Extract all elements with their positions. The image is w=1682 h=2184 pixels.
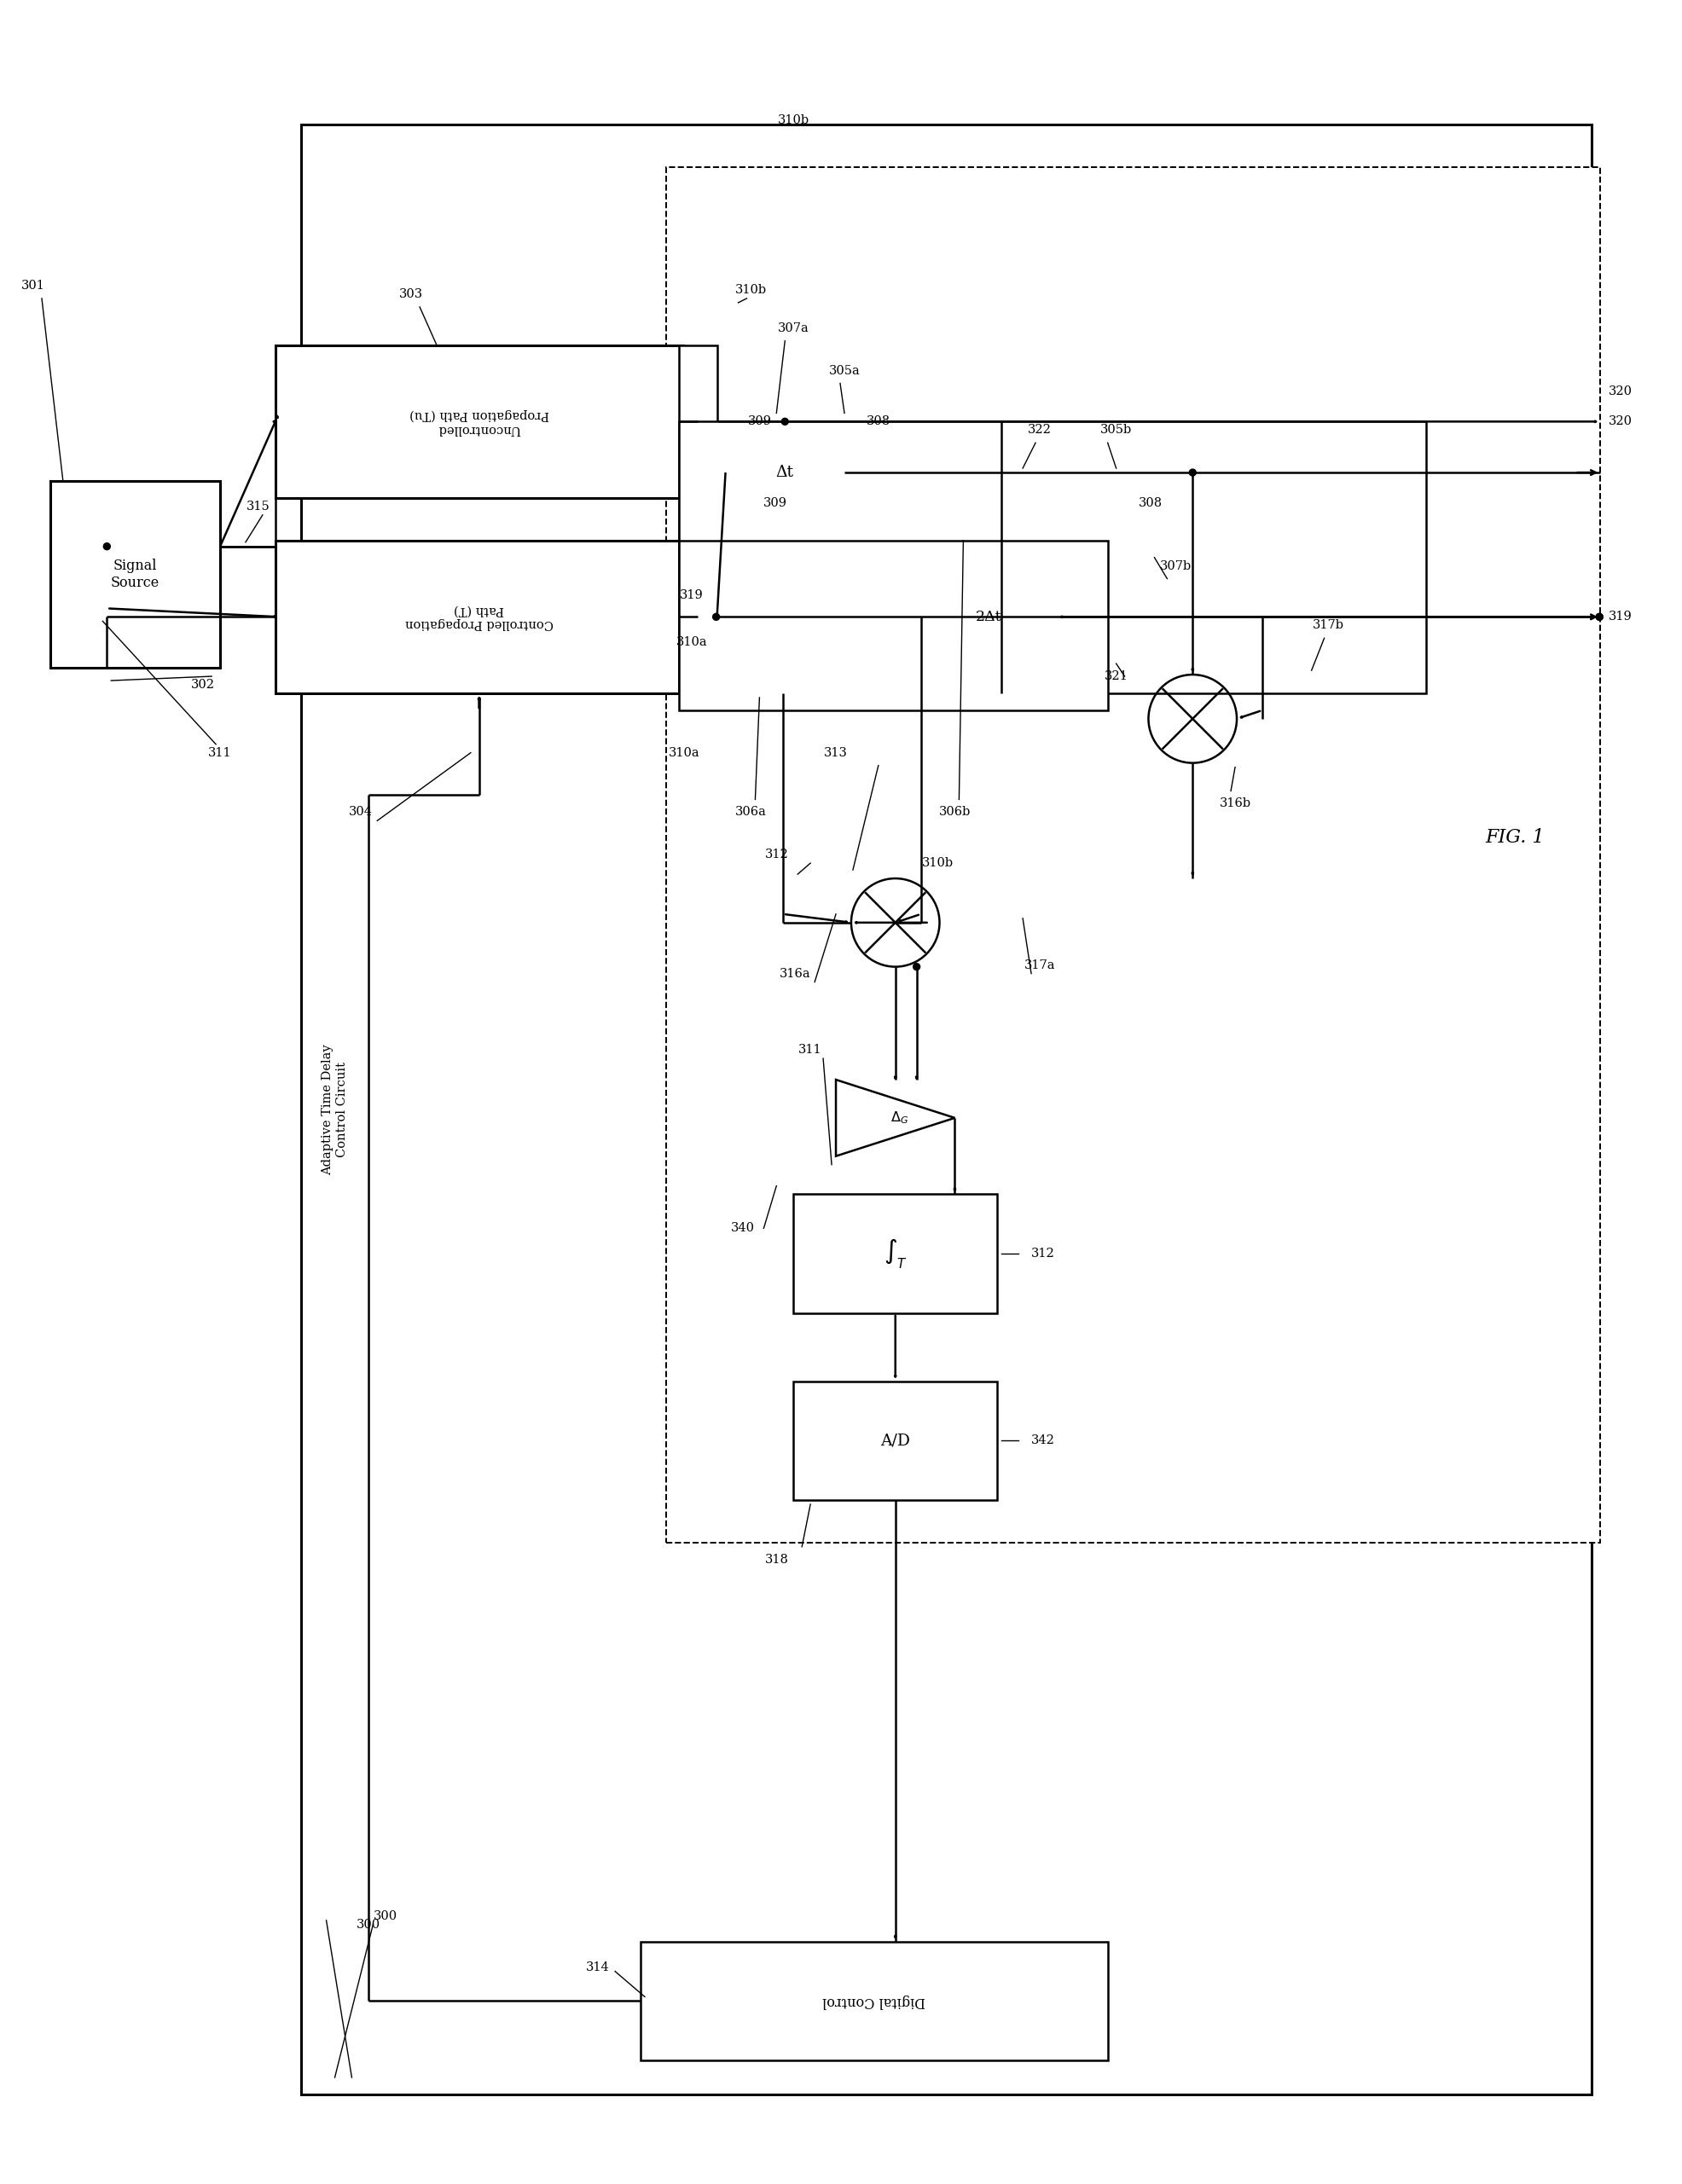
Bar [50,480,220,668]
Text: Δt: Δt [775,465,794,480]
Text: 306a: 306a [735,806,767,819]
Text: 321: 321 [1105,670,1129,681]
Text: 310a: 310a [669,747,700,758]
Text: 308: 308 [1139,498,1162,509]
Text: FIG. 1: FIG. 1 [1485,828,1546,847]
Text: 319: 319 [680,590,703,601]
Text: 305a: 305a [829,365,860,376]
Text: 303: 303 [399,288,424,299]
Text: 320: 320 [1608,415,1633,428]
Text: 304: 304 [348,806,372,819]
Text: 305b: 305b [1100,424,1132,437]
Text: 2Δt: 2Δt [976,609,1002,625]
Text: 306b: 306b [939,806,971,819]
Text: 320: 320 [1608,387,1633,397]
Bar [276,539,683,692]
Text: 318: 318 [765,1553,789,1566]
Bar [641,1942,1108,2060]
Text: 310b: 310b [922,856,954,869]
Text: 310a: 310a [676,636,706,649]
Text: 312: 312 [765,850,789,860]
Circle shape [913,963,920,970]
Text: 310b: 310b [735,284,767,295]
Text: 317a: 317a [1024,959,1055,972]
Text: 342: 342 [1031,1435,1055,1446]
Circle shape [1189,470,1196,476]
Circle shape [1596,614,1603,620]
Bar [794,1380,997,1500]
Text: 319: 319 [1608,612,1633,622]
Text: 301: 301 [22,280,45,293]
Circle shape [104,544,111,550]
Text: Controlled Propagation
Path (T): Controlled Propagation Path (T) [405,605,553,629]
Text: 302: 302 [192,679,215,690]
Bar [301,124,1591,2094]
Bar [666,166,1600,1542]
Text: Digital Control: Digital Control [822,1994,925,2009]
Text: 300: 300 [373,1911,397,1922]
Bar [680,539,1108,710]
Text: 317b: 317b [1312,620,1344,631]
Text: 309: 309 [747,415,772,428]
Text: Uncontrolled
Propagation Path (Tu): Uncontrolled Propagation Path (Tu) [409,408,548,435]
Text: 308: 308 [866,415,890,428]
Text: $\Delta_G$: $\Delta_G$ [890,1109,908,1127]
Text: 322: 322 [1028,424,1051,437]
Text: Adaptive Time Delay
Control Circuit: Adaptive Time Delay Control Circuit [321,1044,348,1175]
Text: 315: 315 [247,500,271,513]
Circle shape [713,614,720,620]
Bar [920,566,1056,668]
Text: 316a: 316a [779,968,811,978]
Text: 314: 314 [587,1961,611,1972]
Bar [794,1195,997,1313]
Text: 313: 313 [824,747,848,758]
Bar [680,345,717,692]
Text: 300: 300 [357,1920,380,1931]
Text: 311: 311 [209,747,232,758]
Text: 307a: 307a [777,323,809,334]
Text: A/D: A/D [880,1433,910,1448]
Circle shape [782,417,789,426]
Text: 312: 312 [1031,1247,1055,1260]
Text: 316b: 316b [1219,797,1251,810]
Text: 340: 340 [730,1223,755,1234]
Text: Signal
Source: Signal Source [111,559,160,590]
Bar [680,422,1426,692]
Text: 310b: 310b [777,114,809,127]
Text: 309: 309 [764,498,787,509]
Text: 311: 311 [799,1044,822,1055]
Text: 307b: 307b [1161,559,1191,572]
Text: $\int_T$: $\int_T$ [883,1236,907,1271]
Bar [725,422,844,524]
Circle shape [1596,614,1603,620]
Bar [276,345,683,498]
